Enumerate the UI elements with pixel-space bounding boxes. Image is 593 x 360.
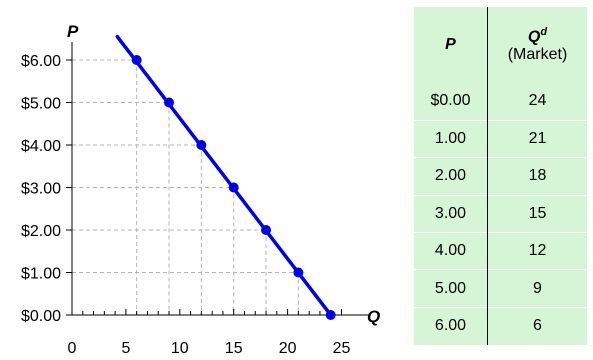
header-price: P (414, 7, 488, 83)
y-tick-label: $0.00 (21, 308, 61, 325)
demand-line (115, 34, 333, 317)
x-axis-label: Q (367, 307, 380, 326)
table-header-row: P Qd (Market) (414, 7, 587, 83)
y-tick-label: $3.00 (21, 181, 61, 198)
header-quantity-demanded: Qd (Market) (488, 7, 588, 83)
x-tick-label: 25 (333, 340, 351, 357)
table-cell-quantity: 24 (528, 92, 547, 110)
x-tick-label: 0 (68, 340, 77, 357)
demand-schedule-table-wrap: P Qd (Market) $0.00 24 1.00 21 2.00 18 3.00 15 4… (414, 7, 587, 345)
header-quantity-subtitle: (Market) (507, 46, 568, 64)
data-point (228, 182, 239, 193)
header-quantity-symbol: Q (527, 28, 541, 46)
data-point (261, 225, 272, 235)
x-tick-label: 15 (225, 340, 243, 357)
table-cell-quantity: 21 (528, 130, 547, 148)
x-tick-label: 5 (121, 340, 130, 357)
data-point (131, 55, 142, 65)
table-cell-price: 1.00 (414, 120, 488, 158)
table-row: 1.00 21 (414, 120, 587, 158)
data-point (325, 310, 336, 320)
table-cell-price: 4.00 (414, 232, 488, 270)
table-row: 4.00 12 (414, 232, 587, 270)
table-cell-quantity: 9 (533, 279, 542, 297)
table-cell-price: 2.00 (414, 157, 488, 196)
table-cell-quantity: 15 (528, 204, 547, 222)
table-cell-quantity: 18 (528, 167, 547, 185)
table-cell-price: 6.00 (414, 307, 488, 345)
y-tick-label: $4.00 (21, 138, 61, 155)
y-tick-label: $6.00 (21, 53, 61, 70)
table-row: 6.00 6 (414, 307, 587, 345)
table-cell-price: 5.00 (414, 269, 488, 308)
data-point (196, 140, 207, 150)
y-axis-label: P (67, 22, 79, 41)
y-tick-label: $2.00 (21, 223, 61, 240)
y-tick-label: $5.00 (21, 96, 61, 113)
table-row: 5.00 9 (414, 269, 587, 308)
x-tick-label: 10 (171, 340, 189, 357)
table-row: 2.00 18 (414, 157, 587, 196)
table-cell-quantity: 6 (533, 317, 542, 335)
demand-schedule-table: P Qd (Market) $0.00 24 1.00 21 2.00 18 3.00 15 4… (414, 7, 587, 345)
data-point (164, 97, 175, 108)
table-cell-price: 3.00 (414, 195, 488, 233)
header-quantity-superscript: d (540, 25, 548, 38)
y-tick-label: $1.00 (21, 266, 61, 283)
data-point (293, 267, 304, 278)
demand-chart: $0.00 $1.00 $2.00 $3.00 $4.00 $5.00 $6.00 0 5 10 1… (21, 22, 380, 357)
table-cell-quantity: 12 (528, 242, 547, 260)
table-cell-price: $0.00 (414, 83, 488, 121)
table-row: $0.00 24 (414, 83, 587, 121)
x-tick-label: 20 (279, 340, 297, 357)
table-row: 3.00 15 (414, 195, 587, 233)
